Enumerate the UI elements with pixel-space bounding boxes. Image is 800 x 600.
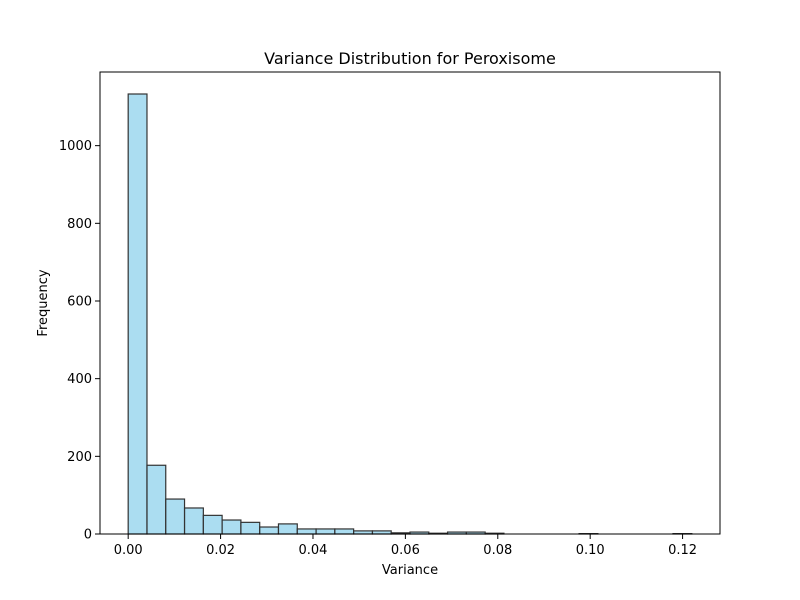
x-tick-label: 0.12 — [668, 543, 697, 558]
x-tick-label: 0.10 — [576, 543, 605, 558]
histogram-bar — [316, 529, 335, 534]
histogram-bar — [128, 94, 147, 534]
histogram-bar — [166, 499, 185, 534]
x-tick-label: 0.06 — [391, 543, 420, 558]
y-axis-ticks: 0 200 400 600 800 1000 — [59, 139, 100, 542]
y-tick-label: 200 — [67, 450, 92, 465]
x-tick-label: 0.08 — [483, 543, 512, 558]
chart-title: Variance Distribution for Peroxisome — [264, 49, 556, 68]
histogram-bar — [335, 529, 354, 534]
histogram-bar — [278, 524, 297, 534]
x-axis-title: Variance — [382, 563, 438, 578]
x-tick-label: 0.04 — [299, 543, 328, 558]
y-tick-label: 400 — [67, 372, 92, 387]
histogram-bar — [241, 522, 260, 534]
histogram-bar — [185, 508, 204, 534]
histogram-bar — [222, 520, 241, 534]
x-tick-label: 0.00 — [114, 543, 143, 558]
y-tick-label: 0 — [84, 528, 92, 543]
bars-group — [128, 94, 692, 534]
histogram-bar — [297, 529, 316, 534]
y-tick-label: 1000 — [59, 139, 92, 154]
y-tick-label: 800 — [67, 217, 92, 232]
histogram-bar — [147, 465, 166, 534]
y-axis-title: Frequency — [36, 269, 51, 336]
y-tick-label: 600 — [67, 294, 92, 309]
plot-frame — [100, 72, 720, 534]
x-axis-ticks: 0.00 0.02 0.04 0.06 0.08 0.10 0.12 — [114, 534, 697, 558]
histogram-bar — [203, 515, 222, 534]
x-tick-label: 0.02 — [206, 543, 235, 558]
histogram-bar — [260, 527, 279, 534]
